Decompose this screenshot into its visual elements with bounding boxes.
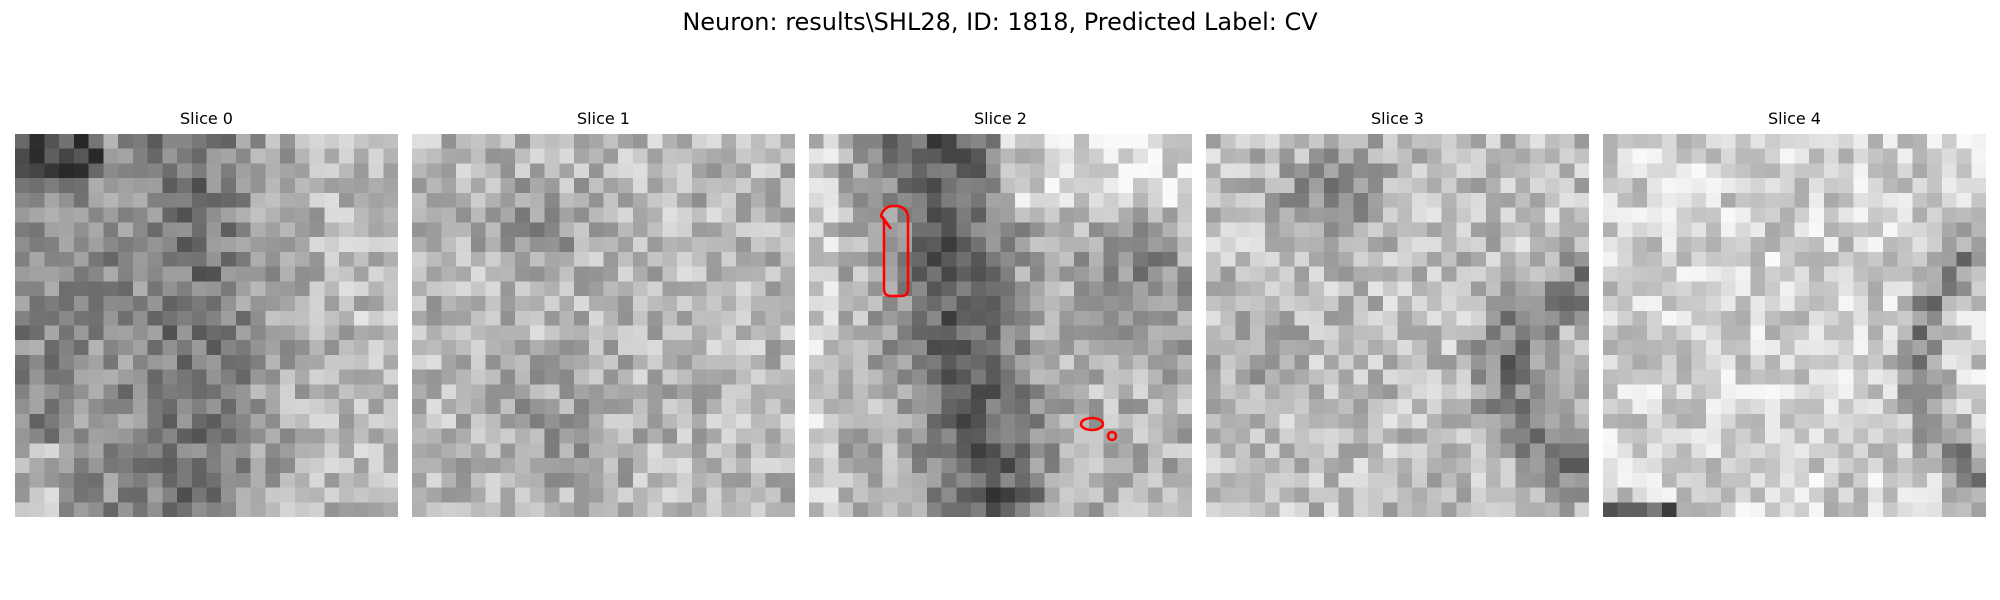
- slice-panel-4: Slice 4: [1603, 108, 1986, 518]
- roi-contour-tiny: [1106, 430, 1118, 442]
- slice-title-3: Slice 3: [1371, 109, 1424, 128]
- slice-panel-3: Slice 3: [1206, 108, 1589, 518]
- slice-panel-1: Slice 1: [412, 108, 795, 518]
- slice-image-2: [809, 134, 1192, 517]
- roi-contour-small: [1079, 416, 1105, 432]
- roi-contour-large: [879, 204, 910, 298]
- figure-title: Neuron: results\SHL28, ID: 1818, Predict…: [682, 8, 1318, 36]
- slice-title-1: Slice 1: [577, 109, 630, 128]
- slice-panel-2: Slice 2: [809, 108, 1192, 518]
- slice-image-0: [15, 134, 398, 517]
- slice-title-2: Slice 2: [974, 109, 1027, 128]
- slice-title-4: Slice 4: [1768, 109, 1821, 128]
- slice-image-1: [412, 134, 795, 517]
- slice-image-3: [1206, 134, 1589, 517]
- slice-title-0: Slice 0: [180, 109, 233, 128]
- slice-panel-0: Slice 0: [15, 108, 398, 518]
- slice-image-4: [1603, 134, 1986, 517]
- roi-contour-overlay: [879, 204, 1118, 442]
